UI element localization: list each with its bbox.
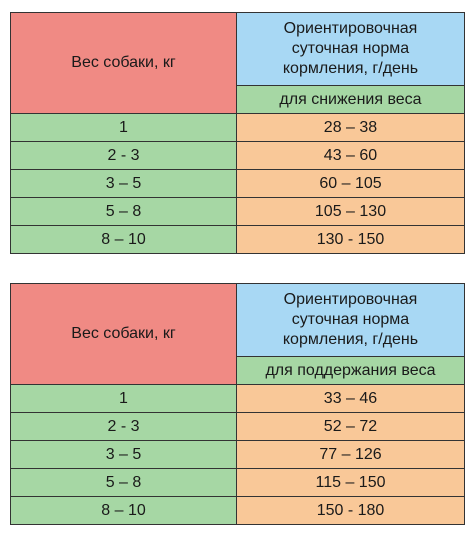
table-row: 1 33 – 46: [10, 384, 465, 413]
weight-header: Вес собаки, кг: [10, 12, 237, 114]
table-row: 3 – 5 60 – 105: [10, 169, 465, 198]
weight-cell: 5 – 8: [10, 468, 237, 497]
table-row: 5 – 8 115 – 150: [10, 468, 465, 497]
norm-cell: 77 – 126: [236, 440, 465, 469]
norm-cell: 60 – 105: [236, 169, 465, 198]
weight-cell: 3 – 5: [10, 169, 237, 198]
weight-cell: 1: [10, 384, 237, 413]
norm-cell: 52 – 72: [236, 412, 465, 441]
norm-header-line: кормления, г/день: [282, 331, 419, 348]
norm-cell: 130 - 150: [236, 225, 465, 254]
table-row: 8 – 10 130 - 150: [10, 225, 465, 254]
norm-cell: 115 – 150: [236, 468, 465, 497]
weight-cell: 5 – 8: [10, 197, 237, 226]
norm-header: Ориентировочная суточная норма кормления…: [236, 283, 465, 357]
weight-cell: 2 - 3: [10, 412, 237, 441]
norm-header-line: Ориентировочная: [283, 20, 418, 37]
norm-cell: 28 – 38: [236, 113, 465, 142]
feeding-table-weight-loss: Вес собаки, кг Ориентировочная суточная …: [10, 12, 465, 254]
weight-cell: 8 – 10: [10, 496, 237, 525]
sub-header: для поддержания веса: [236, 356, 465, 385]
table-row: 1 28 – 38: [10, 113, 465, 142]
norm-header-line: кормления, г/день: [282, 60, 419, 77]
weight-cell: 8 – 10: [10, 225, 237, 254]
weight-cell: 3 – 5: [10, 440, 237, 469]
table-row: 2 - 3 43 – 60: [10, 141, 465, 170]
sub-header: для снижения веса: [236, 85, 465, 114]
feeding-table-weight-maintenance: Вес собаки, кг Ориентировочная суточная …: [10, 283, 465, 525]
table-row: 5 – 8 105 – 130: [10, 197, 465, 226]
norm-cell: 105 – 130: [236, 197, 465, 226]
table-row: 3 – 5 77 – 126: [10, 440, 465, 469]
table-row: 8 – 10 150 - 180: [10, 496, 465, 525]
norm-header: Ориентировочная суточная норма кормления…: [236, 12, 465, 86]
table-row: 2 - 3 52 – 72: [10, 412, 465, 441]
norm-cell: 43 – 60: [236, 141, 465, 170]
norm-cell: 150 - 180: [236, 496, 465, 525]
norm-header-line: Ориентировочная: [283, 291, 418, 308]
weight-cell: 2 - 3: [10, 141, 237, 170]
norm-header-line: суточная норма: [291, 311, 410, 328]
weight-header: Вес собаки, кг: [10, 283, 237, 385]
norm-header-line: суточная норма: [291, 40, 410, 57]
weight-cell: 1: [10, 113, 237, 142]
norm-cell: 33 – 46: [236, 384, 465, 413]
